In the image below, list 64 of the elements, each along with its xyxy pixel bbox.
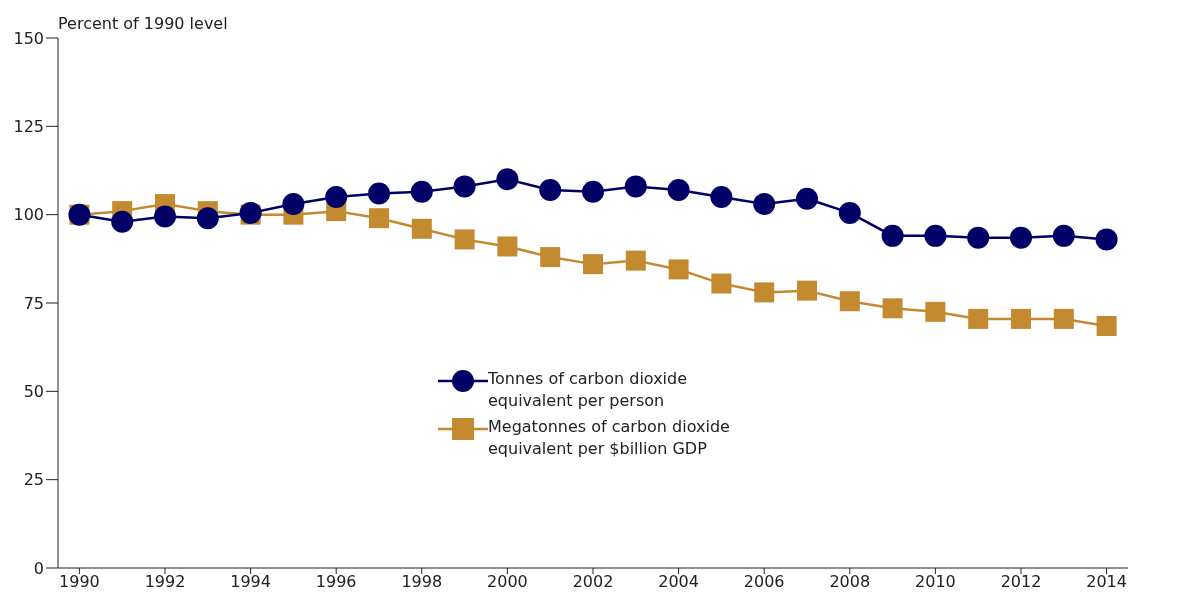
point bbox=[968, 308, 989, 329]
point bbox=[967, 226, 990, 249]
point bbox=[710, 186, 733, 208]
point bbox=[1095, 228, 1118, 251]
point bbox=[1011, 308, 1031, 329]
point bbox=[540, 247, 561, 268]
point bbox=[1010, 226, 1032, 249]
point bbox=[196, 207, 219, 230]
x-tick-label: 1996 bbox=[315, 572, 357, 592]
y-tick-label: 0 bbox=[33, 558, 44, 578]
point bbox=[754, 282, 775, 303]
point bbox=[624, 175, 647, 198]
x-tick-label: 2008 bbox=[829, 572, 871, 592]
y-tick-label: 25 bbox=[23, 470, 44, 490]
point bbox=[453, 175, 476, 198]
x-tick-label: 1998 bbox=[401, 572, 443, 592]
point bbox=[111, 210, 134, 233]
point bbox=[1053, 308, 1074, 329]
point bbox=[881, 224, 904, 247]
point bbox=[282, 193, 305, 216]
y-tick-label: 100 bbox=[13, 205, 44, 225]
point bbox=[325, 186, 348, 208]
x-tick-label: 1994 bbox=[230, 572, 271, 592]
y-tick-label: 75 bbox=[23, 293, 44, 313]
x-tick-label: 2014 bbox=[1086, 572, 1127, 592]
point bbox=[882, 298, 903, 319]
legend-label: Tonnes of carbon dioxide equivalent per person bbox=[488, 368, 689, 412]
point bbox=[668, 259, 689, 280]
point bbox=[583, 254, 603, 275]
x-tick-label: 2002 bbox=[572, 572, 614, 592]
point bbox=[925, 301, 946, 322]
point bbox=[625, 250, 646, 271]
point bbox=[796, 187, 818, 210]
point bbox=[154, 205, 176, 228]
point bbox=[454, 229, 475, 250]
point bbox=[497, 236, 518, 257]
point bbox=[369, 208, 389, 229]
point bbox=[838, 201, 861, 224]
point bbox=[753, 193, 776, 216]
point bbox=[410, 180, 433, 203]
point bbox=[1096, 315, 1117, 336]
y-tick-label: 150 bbox=[13, 28, 44, 48]
point bbox=[797, 280, 817, 301]
point bbox=[496, 168, 519, 191]
y-tick-label: 125 bbox=[13, 117, 44, 137]
x-tick-label: 2000 bbox=[487, 572, 528, 592]
point bbox=[539, 178, 562, 201]
point bbox=[839, 291, 860, 312]
y-axis-title: Percent of 1990 level bbox=[58, 14, 228, 33]
x-tick-label: 2006 bbox=[743, 572, 785, 592]
x-tick-label: 2004 bbox=[658, 572, 699, 592]
point bbox=[582, 180, 604, 203]
y-tick-label: 50 bbox=[23, 382, 44, 402]
point bbox=[711, 273, 732, 294]
point bbox=[411, 218, 432, 239]
point bbox=[667, 178, 690, 201]
x-tick-label: 1990 bbox=[59, 572, 100, 592]
x-tick-label: 2010 bbox=[915, 572, 956, 592]
point bbox=[1052, 224, 1075, 247]
point bbox=[924, 224, 947, 247]
x-tick-label: 2012 bbox=[1000, 572, 1042, 592]
x-tick-label: 1992 bbox=[144, 572, 186, 592]
legend-label: Megatonnes of carbon dioxide equivalent per $billion GDP bbox=[488, 416, 731, 460]
point bbox=[368, 182, 390, 205]
